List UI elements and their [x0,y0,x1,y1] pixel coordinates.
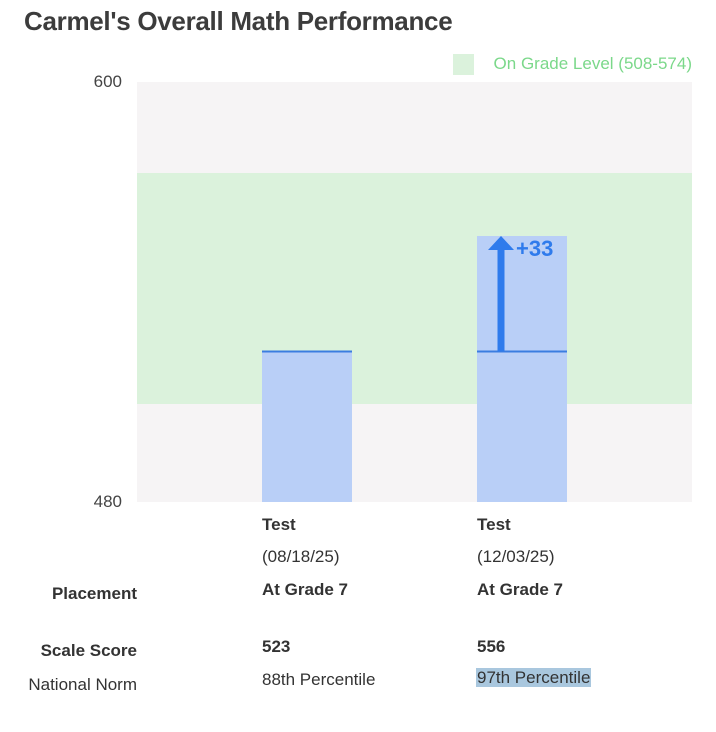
test-1-national-norm: 88th Percentile [262,670,376,689]
test-2-placement: At Grade 7 [477,580,563,599]
page-title: Carmel's Overall Math Performance [24,6,453,36]
chart-legend: On Grade Level (508-574) [452,53,692,75]
test-1-label: Test [262,515,296,534]
test-2-scale-score: 556 [477,637,506,656]
highlighted-percentile: 97th Percentile [476,668,592,687]
bar-test-1 [262,351,352,502]
row-label-national-norm: National Norm [28,675,137,694]
growth-arrow-head [488,236,514,250]
y-axis-min-label: 480 [93,492,122,511]
test-2-label: Test [477,515,511,534]
test-2-date: (12/03/25) [477,547,555,566]
on-grade-band [137,173,692,404]
test-2-national-norm: 97th Percentile [476,668,592,688]
bar-test-2 [477,236,567,502]
test-1-scale-score: 523 [262,637,291,656]
score-chart: +33 [137,82,692,502]
growth-arrow-shaft [497,250,505,352]
legend-label: On Grade Level (508-574) [493,54,692,73]
row-label-placement: Placement [51,584,137,603]
y-axis-max-label: 600 [93,72,122,91]
test-1-date: (08/18/25) [262,547,340,566]
test-1-placement: At Grade 7 [262,580,348,599]
row-label-scale-score: Scale Score [40,641,137,660]
legend-swatch [452,53,474,75]
growth-delta-label: +33 [516,236,553,261]
